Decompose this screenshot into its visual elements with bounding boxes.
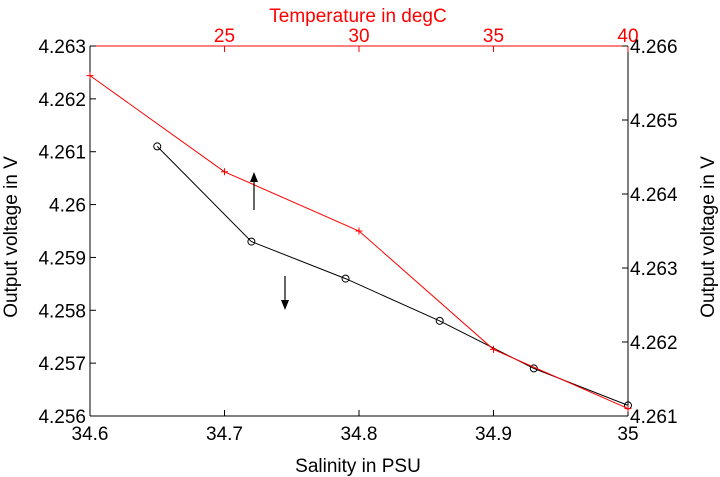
- right-axis-title: Output voltage in V: [698, 156, 719, 318]
- left-axis: 4.256 4.257 4.258 4.259 4.26 4.261 4.262 4.263: [38, 37, 96, 428]
- arrow-up-head: [250, 172, 258, 182]
- bottom-axis-title: Salinity in PSU: [295, 456, 421, 477]
- top-axis-title: Temperature in degC: [269, 6, 446, 27]
- bottom-tick-label: 34.7: [206, 424, 243, 445]
- left-tick-label: 4.263: [38, 37, 86, 58]
- right-tick-label: 4.264: [630, 185, 678, 206]
- top-tick-label: 25: [214, 26, 235, 47]
- series-group: [86, 72, 632, 413]
- data-point-1: [221, 168, 228, 176]
- data-point-1: [490, 345, 497, 353]
- top-tick-label: 30: [348, 26, 369, 47]
- left-axis-title: Output voltage in V: [1, 156, 22, 318]
- right-tick-label: 4.266: [630, 37, 678, 58]
- right-tick-label: 4.263: [630, 259, 678, 280]
- bottom-axis: 34.6 34.7 34.8 34.9 35: [72, 410, 639, 445]
- left-tick-label: 4.262: [38, 90, 86, 111]
- left-tick-label: 4.259: [38, 248, 86, 269]
- right-tick-label: 4.265: [630, 111, 678, 132]
- top-tick-label: 40: [617, 26, 638, 47]
- left-tick-label: 4.26: [49, 196, 86, 217]
- data-point-0: [247, 237, 256, 246]
- arrow-down-head: [281, 300, 289, 310]
- bottom-tick-label: 35: [617, 424, 638, 445]
- annotations: [250, 172, 289, 310]
- top-tick-label: 35: [483, 26, 504, 47]
- right-axis: 4.261 4.262 4.263 4.264 4.265 4.266: [622, 37, 678, 428]
- data-point-0: [435, 316, 444, 325]
- data-point-0: [341, 274, 350, 283]
- left-tick-label: 4.261: [38, 143, 86, 164]
- left-tick-label: 4.257: [38, 354, 86, 375]
- left-tick-label: 4.258: [38, 301, 86, 322]
- left-tick-label: 4.256: [38, 407, 86, 428]
- bottom-tick-label: 34.9: [475, 424, 512, 445]
- bottom-tick-label: 34.8: [341, 424, 378, 445]
- data-point-1: [624, 405, 632, 413]
- right-tick-label: 4.261: [630, 407, 678, 428]
- top-axis: 25 30 35 40: [214, 26, 639, 52]
- right-tick-label: 4.262: [630, 333, 678, 354]
- bottom-tick-label: 34.6: [72, 424, 109, 445]
- data-point-1: [355, 227, 363, 235]
- data-point-1: [86, 72, 94, 80]
- data-point-0: [153, 142, 162, 151]
